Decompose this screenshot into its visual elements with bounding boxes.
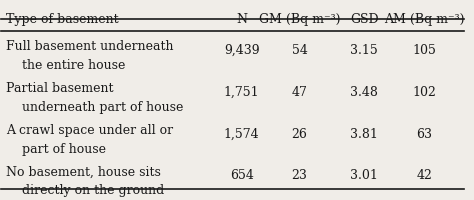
Text: No basement, house sits: No basement, house sits: [6, 165, 161, 178]
Text: 102: 102: [412, 86, 436, 99]
Text: Full basement underneath: Full basement underneath: [6, 40, 173, 53]
Text: 3.48: 3.48: [350, 86, 378, 99]
Text: 1,574: 1,574: [224, 128, 260, 141]
Text: 654: 654: [230, 169, 254, 182]
Text: underneath part of house: underneath part of house: [6, 101, 183, 114]
Text: 23: 23: [292, 169, 308, 182]
Text: 42: 42: [416, 169, 432, 182]
Text: 1,751: 1,751: [224, 86, 260, 99]
Text: 3.01: 3.01: [350, 169, 378, 182]
Text: 63: 63: [416, 128, 432, 141]
Text: GSD: GSD: [350, 13, 379, 26]
Text: 3.15: 3.15: [350, 44, 378, 57]
Text: 9,439: 9,439: [224, 44, 260, 57]
Text: 105: 105: [412, 44, 436, 57]
Text: 3.81: 3.81: [350, 128, 378, 141]
Text: GM (Bq m⁻³): GM (Bq m⁻³): [259, 13, 340, 26]
Text: Partial basement: Partial basement: [6, 82, 113, 95]
Text: 47: 47: [292, 86, 308, 99]
Text: 26: 26: [292, 128, 308, 141]
Text: N: N: [236, 13, 247, 26]
Text: AM (Bq m⁻³): AM (Bq m⁻³): [384, 13, 465, 26]
Text: 54: 54: [292, 44, 308, 57]
Text: the entire house: the entire house: [6, 59, 126, 72]
Text: A crawl space under all or: A crawl space under all or: [6, 124, 173, 137]
Text: part of house: part of house: [6, 143, 106, 156]
Text: directly on the ground: directly on the ground: [6, 184, 164, 197]
Text: Type of basement: Type of basement: [6, 13, 118, 26]
